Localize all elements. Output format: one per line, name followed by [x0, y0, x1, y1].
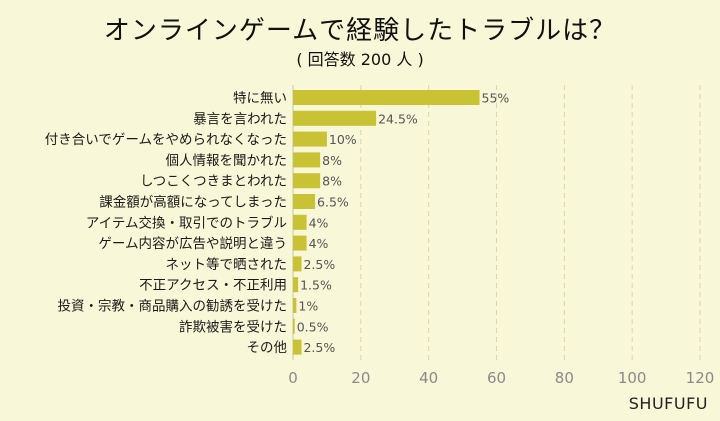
- x-tick-label-80: 80: [555, 369, 574, 387]
- bar: [293, 194, 316, 209]
- bar: [293, 214, 307, 230]
- chart-subtitle: ( 回答数 200 人 ): [296, 50, 424, 69]
- category-label: 個人情報を聞かれた: [166, 153, 288, 169]
- x-tick-label-60: 60: [487, 369, 506, 387]
- data-label: 1%: [298, 299, 318, 314]
- category-label: しつこくつきまとわれた: [140, 174, 287, 190]
- bar: [293, 235, 307, 251]
- data-label: 4%: [309, 215, 329, 230]
- category-label: ゲーム内容が広告や説明と違う: [98, 235, 287, 252]
- x-tick-label-40: 40: [419, 369, 438, 387]
- category-label: 付き合いでゲームをやめられなくなった: [45, 132, 287, 148]
- data-label: 4%: [309, 236, 329, 251]
- category-label: 課金額が高額になってしまった: [99, 194, 287, 211]
- data-label: 24.5%: [378, 111, 418, 126]
- x-tick-label-120: 120: [686, 369, 715, 387]
- category-label: 投資・宗教・商品購入の勧誘を受けた: [58, 298, 288, 315]
- category-label: その他: [247, 340, 288, 356]
- data-label: 8%: [322, 153, 342, 168]
- bar: [293, 131, 327, 147]
- x-tick-label-20: 20: [351, 369, 370, 387]
- data-label: 2.5%: [303, 257, 335, 272]
- data-label: 55%: [482, 91, 510, 106]
- bar: [293, 339, 302, 355]
- bar: [293, 110, 377, 126]
- bar: [293, 152, 321, 168]
- category-label: アイテム交換・取引でのトラブル: [86, 214, 287, 231]
- category-label: 暴言を言われた: [193, 111, 287, 127]
- data-label: 8%: [322, 174, 342, 189]
- data-label: 10%: [329, 132, 357, 147]
- bar: [293, 90, 480, 105]
- chart-title: オンラインゲームで経験したトラブルは？: [103, 16, 617, 46]
- category-label: ネット等で晒された: [166, 256, 288, 273]
- bar: [293, 173, 321, 189]
- x-tick-label-100: 100: [618, 369, 647, 387]
- category-label: 特に無い: [233, 91, 287, 107]
- category-label: 不正アクセス・不正利用: [139, 278, 287, 294]
- x-tick-label-0: 0: [288, 369, 298, 387]
- data-label: 1.5%: [300, 278, 332, 293]
- data-label: 6.5%: [317, 195, 349, 210]
- category-label: 詐欺被害を受けた: [179, 319, 287, 335]
- bar: [293, 256, 302, 272]
- data-label: 2.5%: [303, 340, 335, 355]
- source-credit: SHUFUFU: [628, 394, 708, 413]
- bar: [293, 318, 295, 334]
- bar: [293, 277, 299, 293]
- bar: [293, 298, 297, 313]
- data-label: 0.5%: [297, 319, 329, 334]
